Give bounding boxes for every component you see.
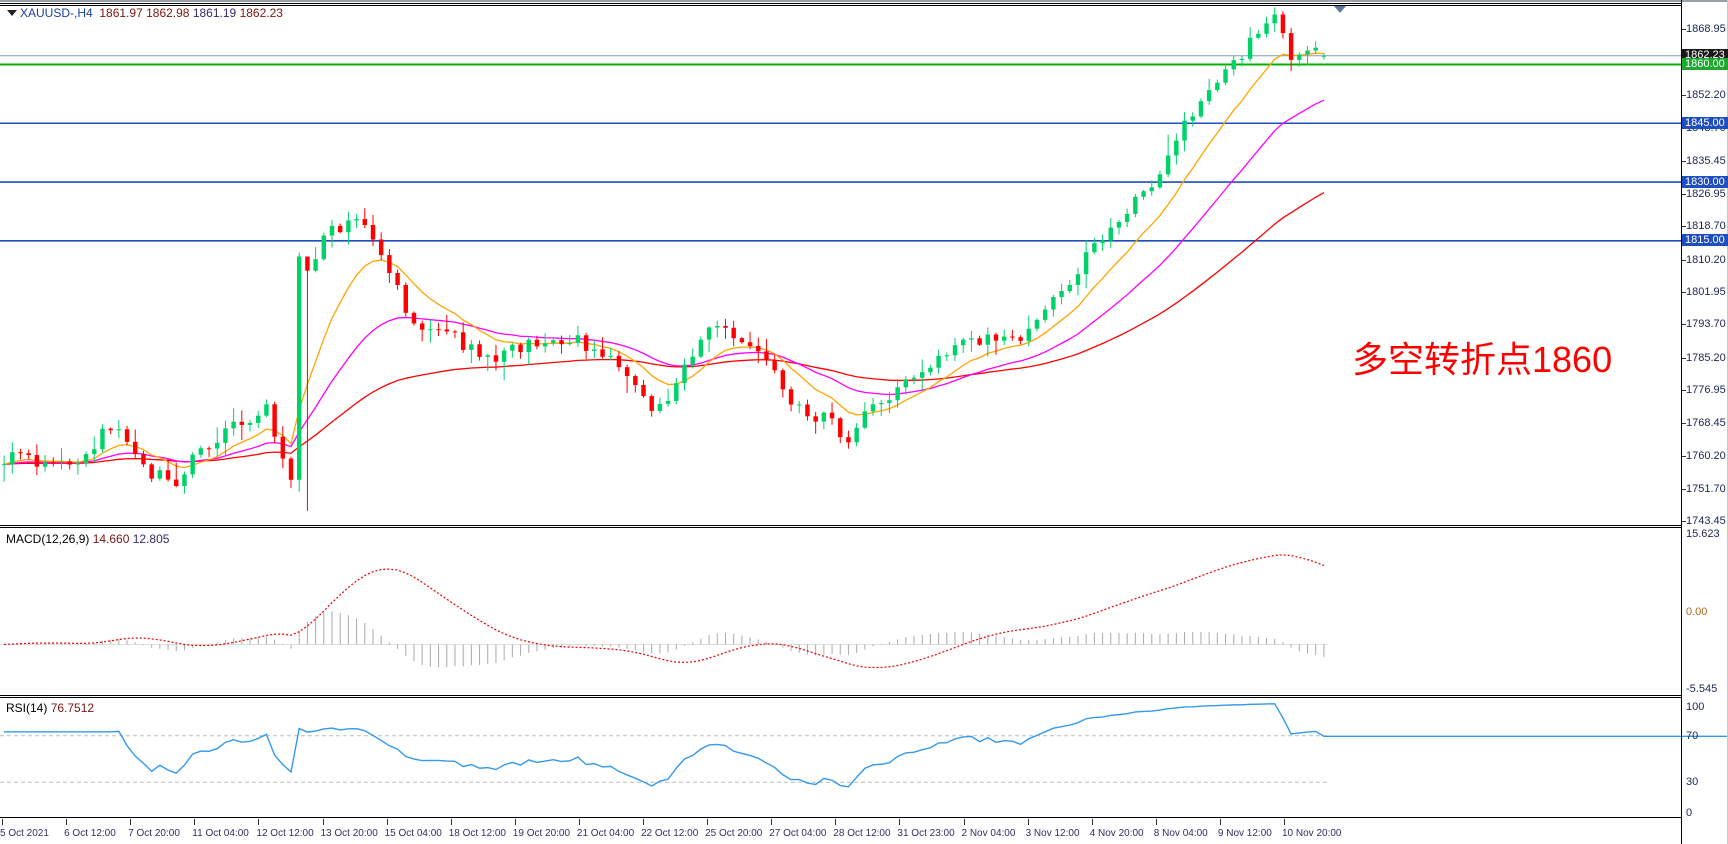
svg-text:多空转折点1860: 多空转折点1860 xyxy=(1352,339,1612,380)
